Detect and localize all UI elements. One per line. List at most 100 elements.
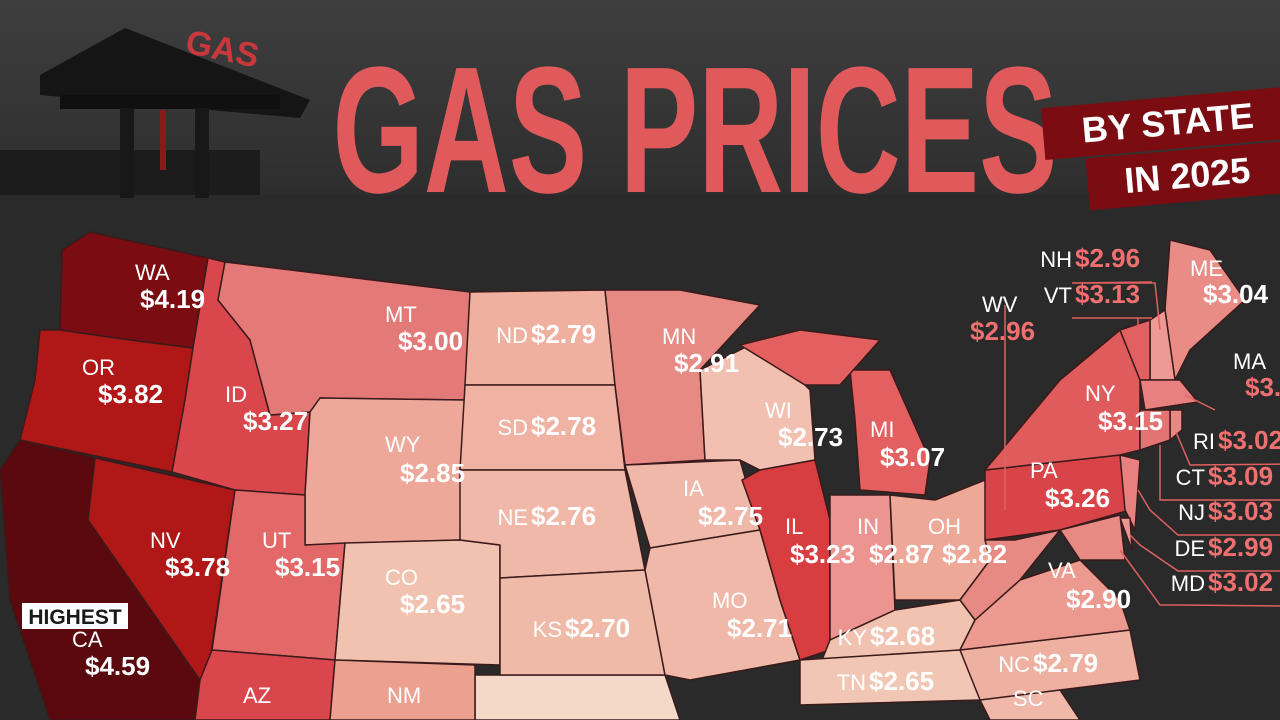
state-price: $4.59	[85, 651, 150, 681]
state-shape	[1059, 514, 1126, 561]
state-shape	[1119, 517, 1133, 551]
state-price: $3.03	[1208, 496, 1273, 526]
state-price: $2.70	[565, 613, 630, 643]
callout-line	[1119, 549, 1280, 607]
title: GAS PRICES	[333, 30, 1058, 231]
state-name: UT	[262, 528, 291, 553]
callout-line	[1072, 317, 1152, 340]
state-name: MI	[870, 417, 894, 442]
state-name: MN	[662, 324, 696, 349]
badge-box	[1085, 140, 1280, 211]
state-name: CT	[1176, 465, 1205, 490]
state-name: WA	[135, 260, 170, 285]
state-price: $2.85	[400, 458, 465, 488]
callout-line	[1071, 281, 1161, 331]
state-name: ME	[1190, 256, 1223, 281]
callout-line	[1175, 431, 1280, 466]
state-shape	[739, 329, 881, 386]
state-name: NH	[1040, 247, 1072, 272]
state-name: VA	[1048, 558, 1076, 583]
state-price: $3.78	[165, 552, 230, 582]
state-name: IL	[785, 514, 803, 539]
state-name: IA	[683, 476, 704, 501]
state-price: $2.90	[1066, 584, 1131, 614]
state-shape	[194, 649, 336, 720]
state-price: $2.96	[1075, 243, 1140, 273]
state-name: KY	[838, 625, 868, 650]
state-price: $2.79	[1033, 648, 1098, 678]
state-name: IN	[857, 514, 879, 539]
state-name: MO	[712, 588, 747, 613]
state-price: $3.05	[1245, 372, 1280, 402]
state-name: OR	[82, 355, 115, 380]
state-price: $2.73	[778, 422, 843, 452]
gas-station-illustration: GAS	[0, 23, 310, 198]
state-price: $3.02	[1208, 567, 1273, 597]
state-name: KS	[533, 617, 562, 642]
highest-tag: HIGHEST	[28, 606, 122, 629]
state-name: ND	[496, 323, 528, 348]
state-name: NJ	[1178, 500, 1205, 525]
callout-line	[1137, 489, 1280, 536]
state-price: $2.65	[869, 666, 934, 696]
state-shape	[959, 529, 1061, 621]
badge: BY STATE IN 2025	[1040, 86, 1280, 211]
state-name: SD	[497, 415, 528, 440]
state-price: $3.82	[98, 379, 163, 409]
state-price: $2.71	[727, 613, 792, 643]
state-name: RI	[1193, 429, 1215, 454]
state-name: NM	[387, 683, 421, 708]
state-price: $2.96	[970, 316, 1035, 346]
state-name: ID	[225, 382, 247, 407]
state-name: WV	[982, 292, 1018, 317]
state-name: CA	[72, 627, 103, 652]
state-price: $3.02	[1218, 425, 1280, 455]
state-price: $3.23	[790, 539, 855, 569]
state-price: $2.82	[942, 539, 1007, 569]
state-price: $3.15	[275, 552, 340, 582]
state-name: DE	[1174, 536, 1205, 561]
state-price: $2.87	[869, 539, 934, 569]
callout-line	[1129, 534, 1280, 572]
state-name: CO	[385, 565, 418, 590]
state-price: $3.13	[1075, 279, 1140, 309]
state-name: NE	[497, 505, 528, 530]
state-price: $2.99	[1208, 532, 1273, 562]
badge-box	[1040, 86, 1280, 161]
state-name: MD	[1171, 571, 1205, 596]
state-shape	[329, 659, 476, 720]
callout-line	[1159, 445, 1280, 501]
state-price: $2.76	[531, 501, 596, 531]
state-shape	[1139, 409, 1171, 451]
state-name: PA	[1030, 458, 1058, 483]
state-shape	[1119, 454, 1141, 531]
state-name: MT	[385, 302, 417, 327]
states	[0, 231, 1246, 720]
state-name: MA	[1233, 349, 1266, 374]
state-price: $2.75	[698, 501, 763, 531]
state-name: SC	[1013, 686, 1044, 711]
state-price: $3.00	[398, 326, 463, 356]
highest-tag-box	[22, 603, 128, 629]
state-price: $2.79	[531, 319, 596, 349]
state-name: WI	[765, 398, 792, 423]
state-price: $4.19	[140, 284, 205, 314]
state-name: TN	[837, 670, 866, 695]
state-shape	[474, 674, 681, 720]
callout-line	[1184, 394, 1216, 411]
state-price: $2.91	[674, 348, 739, 378]
state-shape	[979, 689, 1081, 720]
state-name: AZ	[243, 683, 271, 708]
state-name: WY	[385, 432, 421, 457]
state-price: $3.26	[1045, 483, 1110, 513]
state-price: $3.04	[1203, 279, 1269, 309]
state-name: VT	[1044, 283, 1072, 308]
state-price: $3.07	[880, 442, 945, 472]
state-name: NC	[998, 652, 1030, 677]
labels: WA$4.19OR$3.82CA$4.59NV$3.78ID$3.27MT$3.…	[22, 243, 1280, 711]
state-price: $2.78	[531, 411, 596, 441]
state-price: $3.09	[1208, 461, 1273, 491]
state-price: $2.68	[870, 621, 935, 651]
state-name: NV	[150, 528, 181, 553]
